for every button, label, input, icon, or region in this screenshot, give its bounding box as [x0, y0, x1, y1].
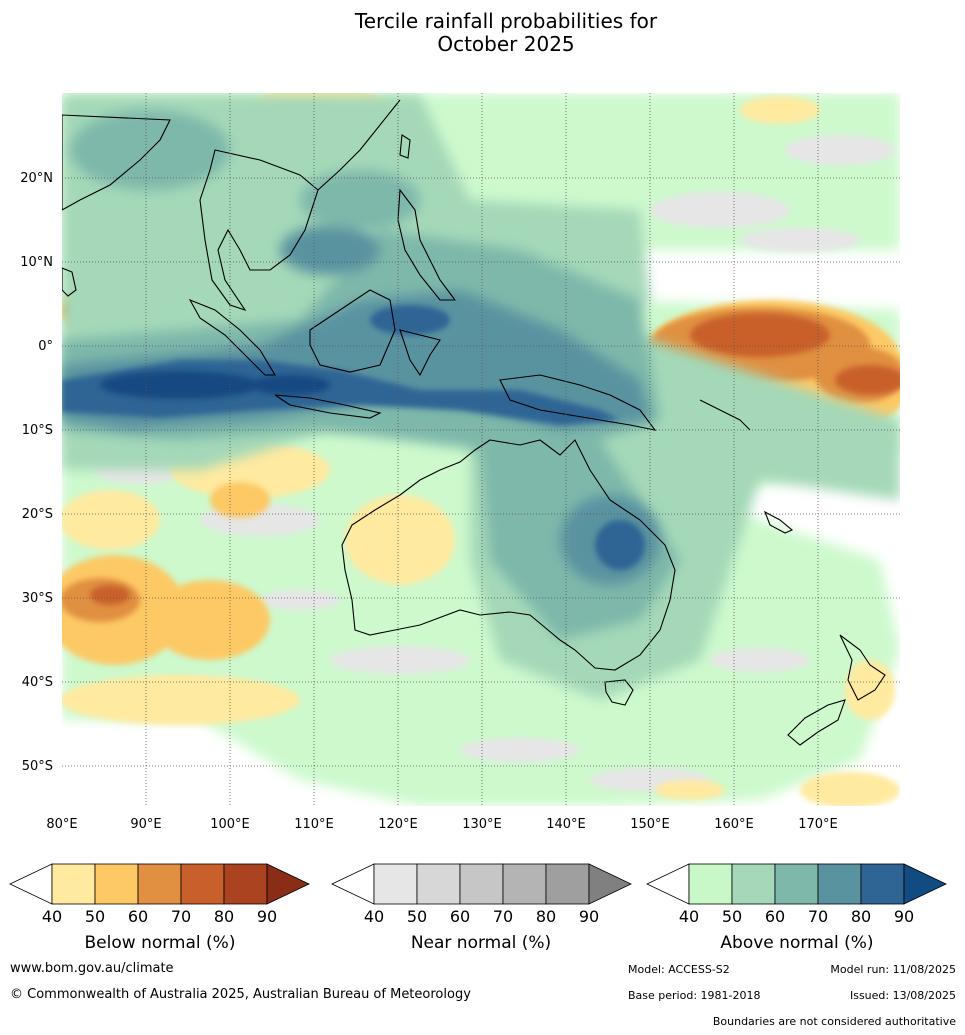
lon-label: 160°E — [714, 817, 754, 832]
borneo-coastline — [309, 289, 396, 373]
model-run-label: Model run: 11/08/2025 — [830, 963, 956, 976]
lat-label: 50°S — [22, 759, 53, 774]
lon-label: 90°E — [130, 817, 161, 832]
colorbar-tick-label: 80 — [214, 907, 234, 926]
colorbar-bin — [180, 863, 225, 905]
lon-label: 100°E — [210, 817, 250, 832]
longitude-labels: 80°E 90°E 100°E 110°E 120°E 130°E 140°E … — [46, 817, 837, 832]
latitude-labels: 20°N 10°N 0° 10°S 20°S 30°S 40°S 50°S — [20, 171, 53, 774]
colorbar-bin — [94, 863, 139, 905]
colorbar-bin — [416, 863, 461, 905]
colorbar-bin — [774, 863, 819, 905]
model-label: Model: ACCESS-S2 — [628, 963, 730, 976]
colorbar-tick-label: 40 — [42, 907, 62, 926]
new-zealand-south-coastline — [787, 699, 846, 746]
colorbar-tick-label: 70 — [493, 907, 513, 926]
lat-label: 20°N — [20, 171, 53, 186]
colorbar-tick-label: 90 — [894, 907, 914, 926]
colorbar-extend-high — [266, 863, 310, 905]
website-link[interactable]: www.bom.gov.au/climate — [10, 961, 174, 976]
lon-label: 110°E — [294, 817, 334, 832]
colorbar-tick-label: 40 — [679, 907, 699, 926]
colorbar-bin — [459, 863, 504, 905]
tasmania-coastline — [604, 679, 634, 706]
colorbar-bin — [817, 863, 862, 905]
above-normal-max-region — [100, 371, 330, 399]
base-period-label: Base period: 1981-2018 — [628, 989, 761, 1002]
sulawesi-coastline — [399, 329, 441, 377]
colorbar-title-near: Near normal (%) — [410, 933, 552, 953]
title-line-2: October 2025 — [437, 32, 575, 56]
lon-label: 170°E — [798, 817, 838, 832]
lon-label: 80°E — [46, 817, 77, 832]
lat-label: 20°S — [22, 507, 53, 522]
new-guinea-coastline — [499, 374, 657, 431]
colorbar-extend-high — [588, 863, 632, 905]
coastlines — [62, 99, 886, 746]
copyright-text: © Commonwealth of Australia 2025, Austra… — [10, 987, 471, 1002]
new-zealand-north-coastline — [839, 634, 886, 701]
sumatra-coastline — [188, 298, 276, 376]
colorbar-tick-label: 50 — [722, 907, 742, 926]
colorbar-0: 40 50 60 70 80 90 — [9, 863, 310, 926]
colorbar-tick-label: 80 — [851, 907, 871, 926]
colorbar-bin — [51, 863, 96, 905]
title-line-1: Tercile rainfall probabilities for — [354, 9, 658, 33]
lon-label: 150°E — [630, 817, 670, 832]
india-coastline — [62, 114, 171, 211]
colorbar-extend-high — [903, 863, 947, 905]
colorbar-tick-label: 60 — [450, 907, 470, 926]
taiwan-coastline — [399, 134, 411, 159]
australia-coastline — [341, 439, 676, 671]
colorbar-bin — [731, 863, 776, 905]
sri-lanka-coastline — [62, 267, 77, 297]
colorbar-tick-label: 70 — [171, 907, 191, 926]
colorbar-bin — [545, 863, 590, 905]
colorbar-bin — [137, 863, 182, 905]
probability-field — [62, 93, 900, 806]
lon-label: 140°E — [546, 817, 586, 832]
colorbar-tick-label: 50 — [407, 907, 427, 926]
colorbar-title-below: Below normal (%) — [84, 933, 236, 953]
colorbar-bin — [502, 863, 547, 905]
colorbars: 40 50 60 70 80 90 40 50 60 70 80 90 40 50 60 70 80 90 — [9, 863, 947, 926]
colorbar-tick-label: 50 — [85, 907, 105, 926]
colorbar-tick-label: 40 — [364, 907, 384, 926]
colorbar-1: 40 50 60 70 80 90 — [331, 863, 632, 926]
lat-label: 10°S — [22, 423, 53, 438]
lat-label: 40°S — [22, 675, 53, 690]
colorbar-tick-label: 60 — [765, 907, 785, 926]
lat-label: 30°S — [22, 591, 53, 606]
lat-label: 0° — [38, 339, 53, 354]
philippines-coastline — [397, 188, 457, 301]
colorbar-bin — [373, 863, 418, 905]
colorbar-tick-label: 90 — [579, 907, 599, 926]
colorbar-bin — [860, 863, 905, 905]
colorbar-extend-low — [331, 863, 375, 905]
issued-label: Issued: 13/08/2025 — [849, 989, 956, 1002]
colorbar-extend-low — [646, 863, 690, 905]
java-coastline — [274, 394, 382, 419]
colorbar-tick-label: 80 — [536, 907, 556, 926]
colorbar-bin — [223, 863, 268, 905]
china-coast — [317, 99, 401, 191]
colorbar-bin — [688, 863, 733, 905]
colorbar-tick-label: 90 — [257, 907, 277, 926]
new-caledonia-coastline — [763, 510, 794, 534]
disclaimer-text: Boundaries are not considered authoritat… — [712, 1015, 956, 1028]
lat-label: 10°N — [20, 255, 53, 270]
colorbar-extend-low — [9, 863, 53, 905]
lon-label: 130°E — [462, 817, 502, 832]
colorbar-title-above: Above normal (%) — [720, 933, 874, 953]
lon-label: 120°E — [378, 817, 418, 832]
gridlines — [62, 93, 900, 806]
colorbar-2: 40 50 60 70 80 90 — [646, 863, 947, 926]
solomon-islands-coastline — [699, 399, 751, 431]
colorbar-tick-label: 70 — [808, 907, 828, 926]
map-title: Tercile rainfall probabilities for Octob… — [0, 10, 965, 56]
colorbar-tick-label: 60 — [128, 907, 148, 926]
